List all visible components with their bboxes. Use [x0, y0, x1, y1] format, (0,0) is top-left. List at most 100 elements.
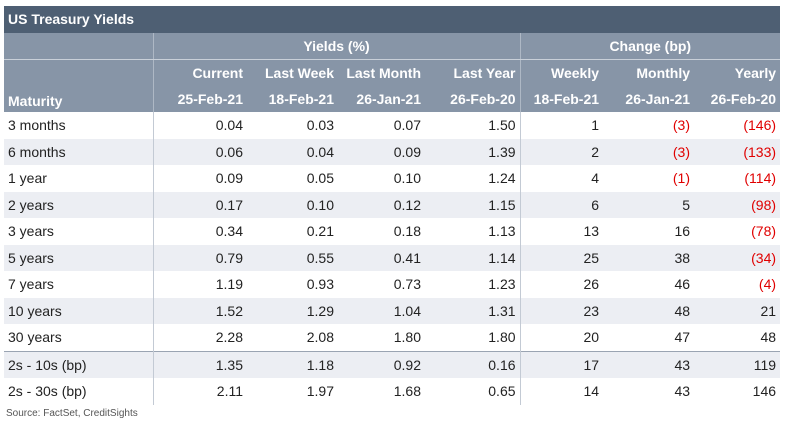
- header-col-label: Last Year: [453, 65, 516, 81]
- change-cell: (98): [751, 196, 777, 213]
- maturity-cell: 1 year: [8, 170, 47, 187]
- yield-cell: 1.31: [488, 302, 516, 319]
- header-col-date: 26-Jan-21: [356, 91, 421, 107]
- yield-cell: 1.68: [393, 383, 421, 400]
- table-title: US Treasury Yields: [4, 6, 780, 33]
- yield-cell: 0.18: [393, 223, 421, 240]
- change-cell: 4: [519, 165, 604, 192]
- header-col-label: Last Month: [346, 65, 421, 81]
- table-body: 3 months 0.04 0.03 0.07 1.50 1 (3) (146) 6 month…: [4, 112, 781, 405]
- header-group-yields: Yields (%): [152, 33, 521, 60]
- maturity-cell: 6 months: [8, 143, 66, 160]
- table-row: 2 years 0.17 0.10 0.12 1.15 6 5 (98): [4, 191, 781, 218]
- table-row: 5 years 0.79 0.55 0.41 1.14 25 38 (34): [4, 244, 781, 271]
- table-header: Yields (%) Change (bp) Maturity Current …: [4, 33, 781, 112]
- yield-cell: 0.03: [306, 117, 334, 134]
- yield-cell: 1.23: [488, 276, 516, 293]
- maturity-cell: 2s - 10s (bp): [4, 350, 153, 378]
- maturity-cell: 10 years: [8, 302, 62, 319]
- yield-cell: 1.80: [488, 329, 516, 346]
- change-cell: 17: [519, 350, 604, 378]
- maturity-cell: 3 years: [8, 223, 54, 240]
- maturity-cell: 7 years: [8, 276, 54, 293]
- change-cell: 26: [519, 271, 604, 298]
- change-cell: 21: [760, 302, 777, 319]
- change-cell: 48: [760, 329, 777, 346]
- yield-cell: 0.55: [306, 249, 334, 266]
- yield-cell: 1.15: [488, 196, 516, 213]
- table-row: 10 years 1.52 1.29 1.04 1.31 23 48 21: [4, 297, 781, 324]
- header-col-label: Current: [152, 59, 247, 86]
- yield-cell: 0.10: [393, 170, 421, 187]
- change-cell: (78): [751, 223, 777, 240]
- yield-cell: 0.65: [488, 383, 516, 400]
- yield-cell: 0.06: [152, 138, 247, 165]
- change-cell: 13: [519, 218, 604, 245]
- yield-cell: 2.11: [152, 378, 247, 405]
- yield-cell: 1.80: [393, 329, 421, 346]
- header-col-label: Monthly: [636, 65, 691, 81]
- maturity-cell: 3 months: [8, 117, 66, 134]
- change-cell: 1: [519, 112, 604, 139]
- yield-cell: 0.10: [306, 196, 334, 213]
- change-cell: 14: [519, 378, 604, 405]
- yield-cell: 2.28: [152, 324, 247, 351]
- yield-cell: 1.97: [306, 383, 334, 400]
- header-col-label: Yearly: [734, 65, 777, 81]
- table-row: 3 years 0.34 0.21 0.18 1.13 13 16 (78): [4, 218, 780, 245]
- header-blank-cell: [4, 33, 153, 60]
- change-cell: 2: [519, 138, 604, 165]
- yield-cell: 1.04: [393, 302, 421, 319]
- maturity-cell: 2s - 30s (bp): [8, 383, 87, 400]
- change-cell: 23: [519, 297, 604, 324]
- yields-table: Yields (%) Change (bp) Maturity Current …: [4, 33, 781, 405]
- change-cell: 6: [519, 191, 604, 218]
- change-cell: (34): [751, 249, 777, 266]
- yield-cell: 1.50: [488, 117, 516, 134]
- table-row: 2s - 10s (bp) 1.35 1.18 0.92 0.16 17 43 119: [4, 350, 781, 378]
- yield-cell: 0.41: [393, 249, 421, 266]
- yield-cell: 0.09: [393, 143, 421, 160]
- yield-cell: 2.08: [306, 329, 334, 346]
- maturity-cell: 30 years: [8, 329, 62, 346]
- change-cell: 5: [682, 196, 691, 213]
- change-cell: 119: [694, 350, 781, 378]
- change-cell: (4): [758, 276, 777, 293]
- change-cell: (3): [672, 143, 691, 160]
- yield-cell: 1.35: [152, 350, 247, 378]
- table-row: 30 years 2.28 2.08 1.80 1.80 20 47 48: [4, 324, 780, 351]
- treasury-yields-panel: US Treasury Yields Yields (%) Change (bp…: [4, 6, 781, 419]
- yield-cell: 0.34: [152, 218, 247, 245]
- yield-cell: 0.92: [338, 350, 425, 378]
- change-cell: (114): [744, 170, 777, 187]
- header-col-date: 26-Feb-20: [710, 91, 777, 107]
- yield-cell: 0.07: [393, 117, 421, 134]
- yield-cell: 0.04: [306, 143, 334, 160]
- header-col-date: 25-Feb-21: [152, 86, 247, 112]
- change-cell: 47: [674, 329, 691, 346]
- header-date-row: 25-Feb-21 18-Feb-21 26-Jan-21 26-Feb-20 …: [4, 86, 781, 112]
- change-cell: 43: [603, 350, 695, 378]
- yield-cell: 0.04: [152, 112, 247, 139]
- change-cell: 25: [519, 244, 604, 271]
- yield-cell: 0.73: [393, 276, 421, 293]
- table-row: 7 years 1.19 0.93 0.73 1.23 26 46 (4): [4, 271, 780, 298]
- yield-cell: 1.29: [306, 302, 334, 319]
- header-label-row: Maturity Current Last Week Last Month La…: [4, 59, 781, 109]
- header-col-label: Last Week: [265, 65, 334, 81]
- yield-cell: 1.24: [488, 170, 516, 187]
- source-note: Source: FactSet, CreditSights: [6, 407, 138, 419]
- header-col-date: 26-Jan-21: [625, 91, 691, 107]
- change-cell: 43: [674, 383, 691, 400]
- change-cell: 38: [674, 249, 691, 266]
- change-cell: 146: [752, 383, 777, 400]
- yield-cell: 0.09: [152, 165, 247, 192]
- header-col-date: 18-Feb-21: [268, 91, 334, 107]
- table-row: 1 year 0.09 0.05 0.10 1.24 4 (1) (114): [4, 165, 780, 192]
- table-row: 6 months 0.06 0.04 0.09 1.39 2 (3) (133): [4, 138, 781, 165]
- header-maturity: Maturity: [8, 93, 63, 109]
- change-cell: 46: [674, 276, 691, 293]
- yield-cell: 1.13: [488, 223, 516, 240]
- change-cell: 16: [674, 223, 691, 240]
- yield-cell: 0.12: [393, 196, 421, 213]
